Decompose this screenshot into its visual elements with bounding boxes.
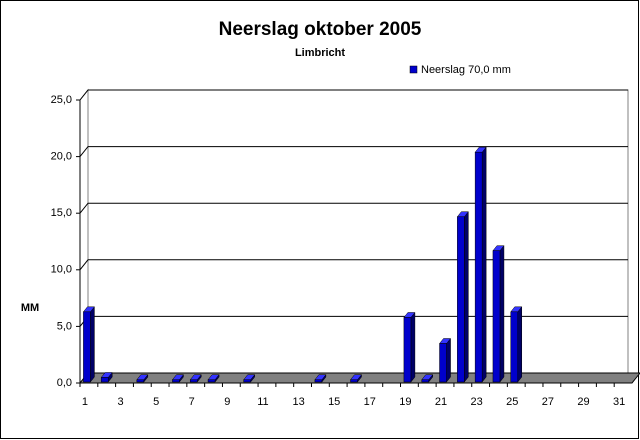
x-tick-label: 1 <box>82 396 88 408</box>
bar-side <box>517 306 523 383</box>
chart-subtitle: Limbricht <box>295 47 345 59</box>
x-tick-label: 21 <box>435 396 447 408</box>
x-tick-label: 11 <box>257 396 268 408</box>
bar <box>474 146 487 383</box>
bar <box>349 374 363 383</box>
x-tick-label: 19 <box>399 396 411 408</box>
grid-line <box>79 146 628 157</box>
bar <box>421 374 434 383</box>
bar <box>456 211 469 383</box>
bar-front <box>457 216 465 383</box>
x-tick-label: 9 <box>224 396 230 408</box>
grid-line <box>79 202 628 214</box>
bar-front <box>189 379 198 383</box>
x-tick-label: 7 <box>189 396 195 408</box>
grid-line <box>79 89 628 101</box>
bar-side <box>464 211 469 383</box>
chart-title: Neerslag oktober 2005 <box>219 19 422 40</box>
bar <box>314 374 327 383</box>
x-tick-label: 13 <box>292 396 304 408</box>
bar <box>171 374 184 383</box>
back-wall <box>87 89 629 374</box>
y-tick-label: 15,0 <box>51 207 72 219</box>
bar <box>82 306 95 383</box>
bar <box>403 311 416 383</box>
bar-front <box>492 250 501 383</box>
x-tick-label: 23 <box>471 396 483 408</box>
legend-label: Neerslag 70,0 mm <box>421 64 511 76</box>
x-tick-label: 5 <box>153 396 159 408</box>
x-tick-label: 15 <box>328 396 340 408</box>
bar-front <box>510 311 519 383</box>
bar-front <box>474 151 483 383</box>
bar-front <box>83 311 91 383</box>
x-tick-label: 31 <box>613 396 625 408</box>
bar-front <box>243 379 251 383</box>
bar <box>189 374 202 383</box>
y-tick-label: 20,0 <box>51 151 72 163</box>
bar-front <box>421 379 429 383</box>
bar <box>510 306 523 383</box>
x-tick-label: 25 <box>506 396 518 408</box>
bar-side <box>410 311 416 383</box>
bar <box>243 374 256 383</box>
bar-side <box>446 337 451 383</box>
x-tick-label: 3 <box>117 396 123 408</box>
x-tick-label: 29 <box>577 396 589 408</box>
bar <box>439 337 452 383</box>
bar <box>492 244 505 383</box>
y-axis-label: MM <box>21 302 39 314</box>
x-tick-label: 27 <box>542 396 554 408</box>
bar-front <box>314 379 323 383</box>
grid-line <box>79 259 628 271</box>
bar <box>136 374 149 383</box>
x-tick-label: 17 <box>364 396 376 408</box>
bar <box>207 374 220 383</box>
bar <box>100 371 113 383</box>
bar-side <box>90 306 95 383</box>
y-tick-label: 5,0 <box>57 320 72 332</box>
bar-front <box>350 379 358 383</box>
bar-front <box>207 379 216 383</box>
y-tick-label: 25,0 <box>51 94 72 106</box>
bar-front <box>136 379 145 383</box>
bar-side <box>481 146 487 383</box>
bar-front <box>172 379 180 383</box>
y-tick-label: 0,0 <box>57 377 72 389</box>
bar-front <box>439 343 447 383</box>
y-tick-label: 10,0 <box>51 264 72 276</box>
bar-side <box>499 244 505 383</box>
bar-front <box>403 317 412 383</box>
legend-swatch <box>409 65 418 74</box>
bar-front <box>100 377 109 383</box>
